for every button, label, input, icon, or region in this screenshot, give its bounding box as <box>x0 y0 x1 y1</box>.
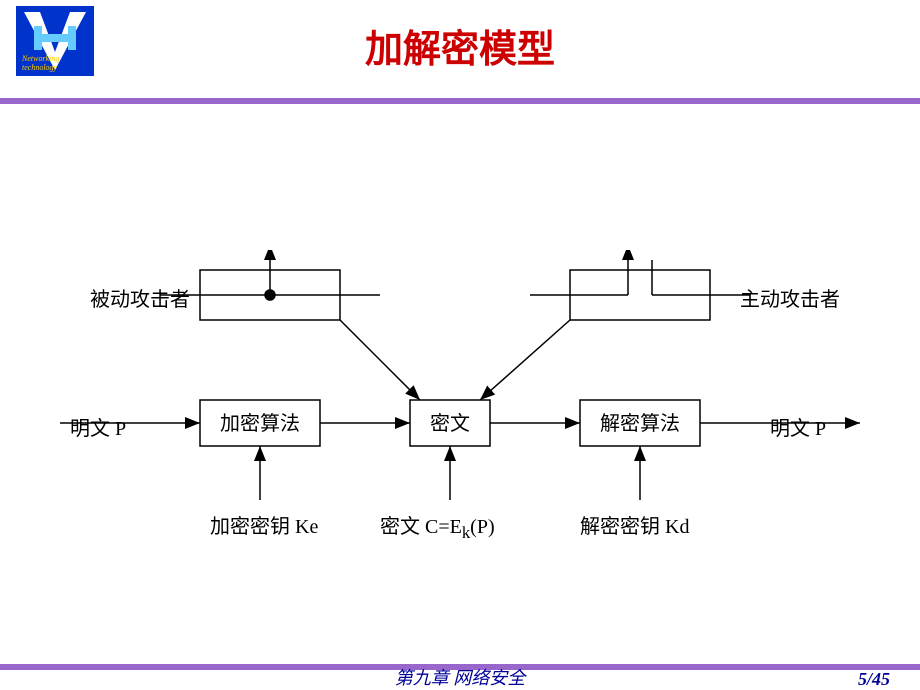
label-passive-attacker: 被动攻击者 <box>90 283 190 312</box>
label-cipher-formula: 密文 C=Ek(P) <box>380 510 495 543</box>
svg-text:解密算法: 解密算法 <box>600 412 680 435</box>
page-title: 加解密模型 <box>0 18 920 73</box>
svg-text:加密算法: 加密算法 <box>220 412 300 435</box>
header-bar <box>0 98 920 104</box>
label-active-attacker: 主动攻击者 <box>740 283 840 312</box>
svg-text:密文: 密文 <box>430 412 470 435</box>
label-encrypt-key: 加密密钥 Ke <box>210 510 318 539</box>
page-number: 5/45 <box>858 669 890 690</box>
label-plaintext-right: 明文 P <box>770 412 826 441</box>
footer-chapter: 第九章 网络安全 <box>0 664 920 690</box>
label-decrypt-key: 解密密钥 Kd <box>580 510 689 539</box>
label-plaintext-left: 明文 P <box>70 412 126 441</box>
